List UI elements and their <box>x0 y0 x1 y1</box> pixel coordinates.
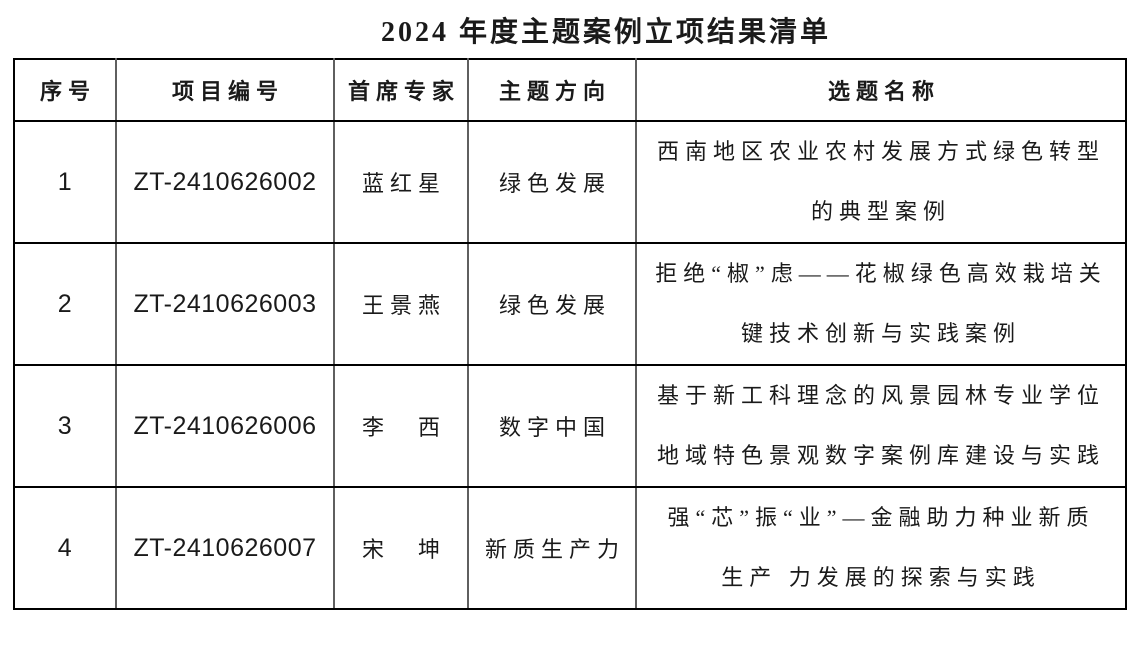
table-row: 1 ZT-2410626002 蓝红星 绿色发展 西南地区农业农村发展方式绿色转… <box>13 120 1127 244</box>
cell-serial-number: 1 <box>13 120 117 244</box>
cell-serial-number: 4 <box>13 486 117 610</box>
header-topic-name: 选题名称 <box>635 58 1127 122</box>
cell-chief-expert: 李 西 <box>333 364 469 488</box>
cell-chief-expert: 王景燕 <box>333 242 469 366</box>
page-title: 2024 年度主题案例立项结果清单 <box>380 17 831 48</box>
cell-topic-name: 拒绝“椒”虑——花椒绿色高效栽培关 键技术创新与实践案例 <box>635 242 1127 366</box>
topic-line: 西南地区农业农村发展方式绿色转型 <box>656 139 1105 164</box>
topic-line: 键技术创新与实践案例 <box>740 321 1021 346</box>
cell-project-code: ZT-2410626006 <box>115 364 335 488</box>
cell-topic-name: 强“芯”振“业”—金融助力种业新质 生产 力发展的探索与实践 <box>635 486 1127 610</box>
topic-line: 的典型案例 <box>810 199 951 224</box>
table-header-row: 序号 项目编号 首席专家 主题方向 选题名称 <box>13 58 1127 122</box>
results-table: 序号 项目编号 首席专家 主题方向 选题名称 1 ZT-2410626002 蓝… <box>13 58 1127 610</box>
topic-line: 生产 力发展的探索与实践 <box>721 565 1041 590</box>
header-theme-direction: 主题方向 <box>467 58 637 122</box>
cell-chief-expert: 蓝红星 <box>333 120 469 244</box>
topic-line: 拒绝“椒”虑——花椒绿色高效栽培关 <box>655 261 1107 286</box>
cell-theme-direction: 绿色发展 <box>467 120 637 244</box>
topic-line: 基于新工科理念的风景园林专业学位 <box>656 383 1105 408</box>
cell-theme-direction: 新质生产力 <box>467 486 637 610</box>
header-serial-number: 序号 <box>13 58 117 122</box>
cell-topic-name: 基于新工科理念的风景园林专业学位 地域特色景观数字案例库建设与实践 <box>635 364 1127 488</box>
table-row: 4 ZT-2410626007 宋 坤 新质生产力 强“芯”振“业”—金融助力种… <box>13 486 1127 610</box>
cell-project-code: ZT-2410626003 <box>115 242 335 366</box>
cell-serial-number: 3 <box>13 364 117 488</box>
topic-line: 强“芯”振“业”—金融助力种业新质 <box>667 505 1095 530</box>
table-row: 2 ZT-2410626003 王景燕 绿色发展 拒绝“椒”虑——花椒绿色高效栽… <box>13 242 1127 366</box>
cell-project-code: ZT-2410626002 <box>115 120 335 244</box>
table-row: 3 ZT-2410626006 李 西 数字中国 基于新工科理念的风景园林专业学… <box>13 364 1127 488</box>
cell-chief-expert: 宋 坤 <box>333 486 469 610</box>
cell-project-code: ZT-2410626007 <box>115 486 335 610</box>
header-chief-expert: 首席专家 <box>333 58 469 122</box>
cell-theme-direction: 绿色发展 <box>467 242 637 366</box>
topic-line: 地域特色景观数字案例库建设与实践 <box>656 443 1105 468</box>
cell-serial-number: 2 <box>13 242 117 366</box>
header-project-code: 项目编号 <box>115 58 335 122</box>
cell-topic-name: 西南地区农业农村发展方式绿色转型 的典型案例 <box>635 120 1127 244</box>
cell-theme-direction: 数字中国 <box>467 364 637 488</box>
